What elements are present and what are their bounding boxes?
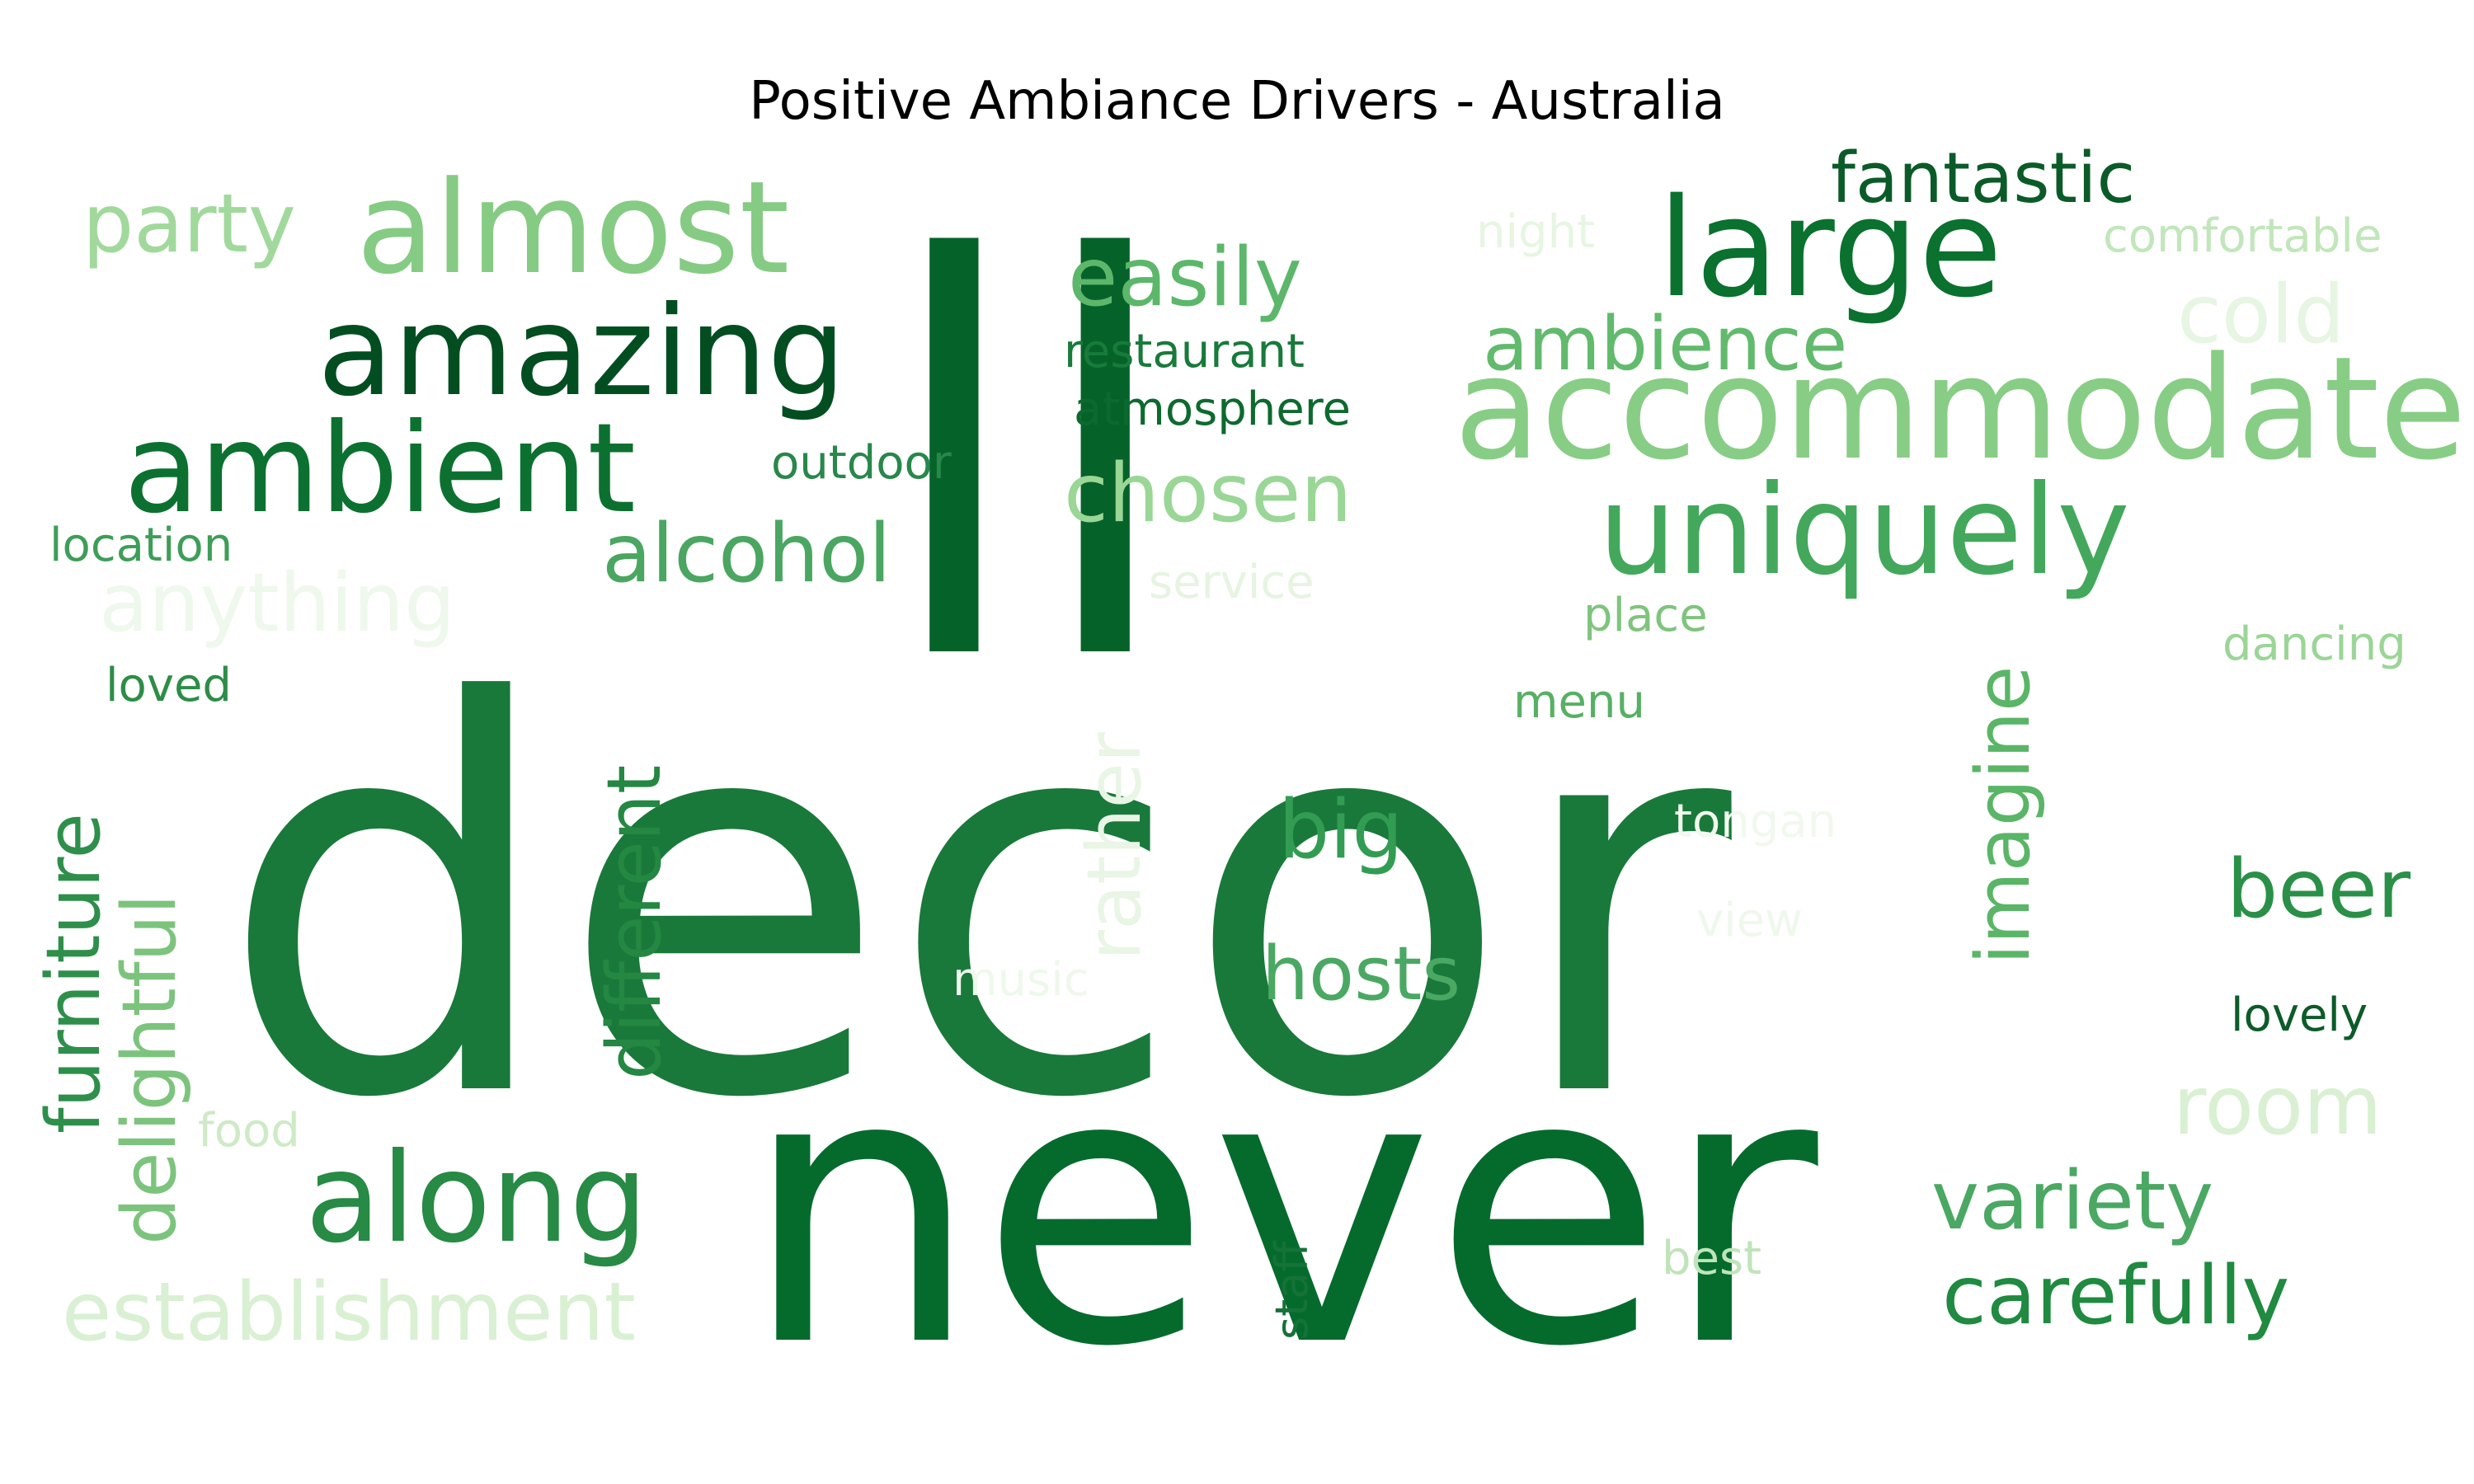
word-view: view	[1696, 894, 1803, 947]
word-ll: ll	[878, 146, 1181, 780]
word-easily: easily	[1068, 231, 1302, 325]
word-variety: variety	[1931, 1154, 2213, 1248]
word-place: place	[1583, 589, 1708, 642]
word-big: big	[1278, 783, 1404, 877]
word-chosen: chosen	[1064, 447, 1352, 541]
word-along: along	[305, 1127, 648, 1270]
word-outdoor: outdoor	[771, 436, 952, 490]
word-location: location	[49, 519, 233, 572]
word-amazing: amazing	[317, 280, 846, 424]
word-decor: decor	[219, 592, 1738, 1215]
word-best: best	[1662, 1232, 1761, 1285]
word-restaurant: restaurant	[1064, 325, 1305, 378]
word-music: music	[952, 953, 1089, 1007]
word-dancing: dancing	[2222, 618, 2406, 671]
word-comfortable: comfortable	[2103, 209, 2382, 263]
word-hosts: hosts	[1262, 931, 1460, 1017]
word-menu: menu	[1513, 675, 1645, 729]
word-ambience: ambience	[1483, 301, 1847, 387]
word-alcohol: alcohol	[602, 507, 891, 601]
word-furniture: furniture	[31, 813, 117, 1134]
word-uniquely: uniquely	[1598, 459, 2130, 603]
word-rather: rather	[1071, 732, 1158, 960]
word-never: never	[742, 993, 1822, 1429]
word-different: different	[591, 765, 678, 1080]
word-large: large	[1658, 169, 2002, 327]
word-almost: almost	[356, 153, 789, 303]
word-lovely: lovely	[2231, 989, 2368, 1042]
word-cold: cold	[2177, 268, 2345, 362]
word-room: room	[2173, 1059, 2382, 1153]
word-tongan: tongan	[1674, 795, 1837, 848]
word-party: party	[82, 177, 296, 271]
word-accommodate: accommodate	[1454, 326, 2467, 491]
word-establishment: establishment	[62, 1266, 636, 1360]
word-carefully: carefully	[1942, 1249, 2289, 1343]
word-service: service	[1149, 556, 1315, 609]
word-beer: beer	[2227, 843, 2411, 937]
word-ambient: ambient	[124, 397, 636, 541]
word-fantastic: fantastic	[1831, 138, 2135, 219]
word-imagine: imagine	[1960, 666, 2047, 965]
word-staff: staff	[1266, 1240, 1318, 1340]
word-delightful: delightful	[106, 894, 193, 1245]
word-night: night	[1476, 205, 1595, 259]
word-anything: anything	[99, 556, 455, 650]
word-food: food	[198, 1104, 300, 1158]
word-loved: loved	[106, 659, 232, 712]
word-atmosphere: atmosphere	[1074, 383, 1351, 436]
figure-title: Positive Ambiance Drivers - Australia	[749, 71, 1725, 132]
